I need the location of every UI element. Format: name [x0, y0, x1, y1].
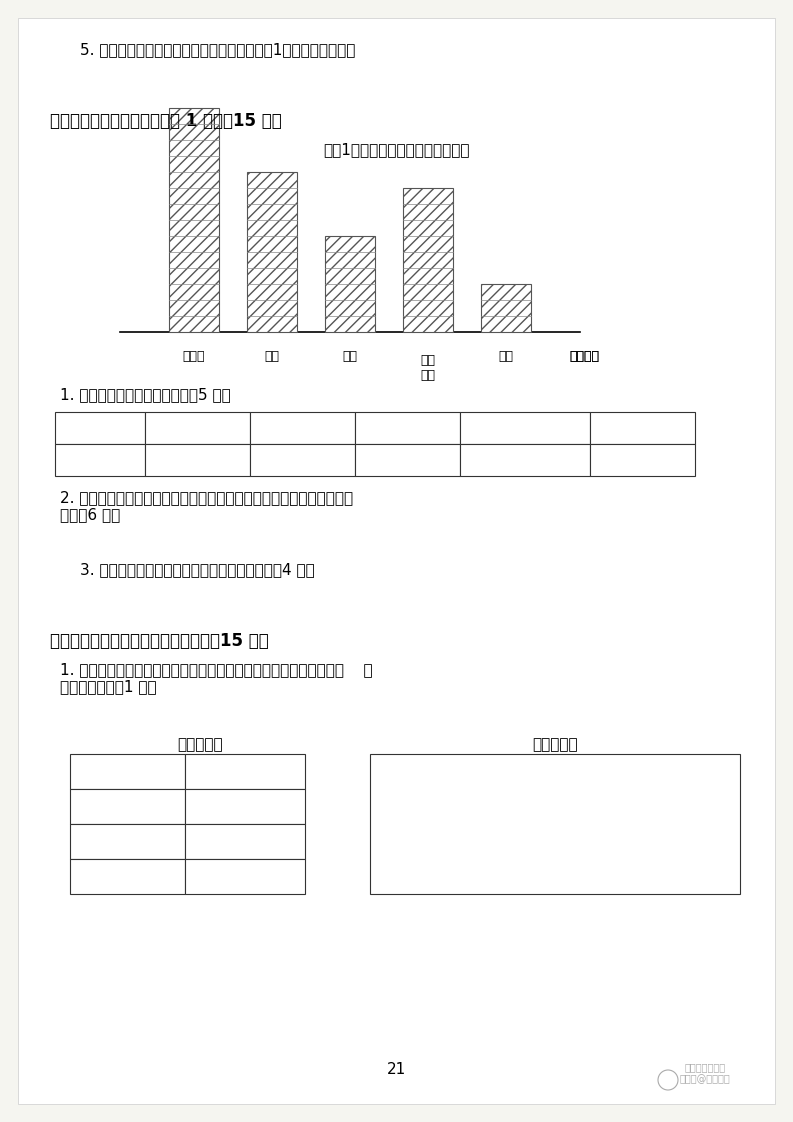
Text: 人数: 人数: [92, 453, 109, 467]
Bar: [185, 754, 305, 789]
Text: 天线
宝宝: 天线 宝宝: [420, 355, 435, 381]
Bar: [247, 172, 297, 332]
Text: Ⅲ Ⅱ: Ⅲ Ⅱ: [235, 764, 255, 779]
Text: 2. 喜欢哪个动画人物的人最多？喜欢哪个动画人物的人最少？相差多少
人？（6 分）: 2. 喜欢哪个动画人物的人最多？喜欢哪个动画人物的人最少？相差多少 人？（6 分…: [60, 490, 353, 523]
Bar: [70, 754, 185, 789]
Bar: [169, 108, 219, 332]
Bar: [403, 188, 453, 332]
Bar: [70, 824, 185, 859]
Bar: [185, 859, 305, 894]
Text: 熊二: 熊二: [294, 421, 311, 435]
Bar: [370, 754, 740, 894]
Bar: [481, 284, 531, 332]
Text: 乐乐的记录: 乐乐的记录: [177, 737, 223, 752]
Bar: [185, 824, 305, 859]
Bar: [55, 444, 145, 476]
Bar: [460, 412, 590, 444]
Bar: [355, 412, 460, 444]
Bar: [145, 444, 250, 476]
Bar: [590, 444, 695, 476]
Text: 3. 你喜欢哪个动画人物？说一说喜欢的原因。（4 分）: 3. 你喜欢哪个动画人物？说一说喜欢的原因。（4 分）: [80, 562, 315, 577]
Bar: [325, 236, 375, 332]
Text: Ⅲ Ⅲ: Ⅲ Ⅲ: [233, 870, 257, 883]
Text: 柯南: 柯南: [499, 350, 514, 364]
Text: 五、看图做一做，每小格代表 1 人。（15 分）: 五、看图做一做，每小格代表 1 人。（15 分）: [50, 112, 282, 130]
Text: 1. 把上面的结果填在下表中。（5 分）: 1. 把上面的结果填在下表中。（5 分）: [60, 387, 231, 402]
Text: 《狮子王》: 《狮子王》: [106, 835, 148, 848]
Text: Ⅲ 一: Ⅲ 一: [234, 835, 256, 848]
Bar: [250, 444, 355, 476]
Bar: [70, 789, 185, 824]
Text: 1. 下面是乐乐和小可调查班上同学想看的电影名称的记录，你喜欢（    ）
的记录方式。（1 分）: 1. 下面是乐乐和小可调查班上同学想看的电影名称的记录，你喜欢（ ） 的记录方式…: [60, 662, 373, 695]
Bar: [185, 789, 305, 824]
Text: 《小马王》: 《小马王》: [106, 800, 148, 813]
Text: 动画人物: 动画人物: [569, 350, 599, 364]
Text: 小可的记录: 小可的记录: [532, 737, 578, 752]
Text: 哪吒: 哪吒: [343, 350, 358, 364]
Bar: [145, 412, 250, 444]
Bar: [55, 412, 145, 444]
Bar: [355, 444, 460, 476]
Text: 动画人物: 动画人物: [569, 350, 599, 364]
Text: 喜羊羊: 喜羊羊: [182, 350, 205, 364]
Text: 5. 如果每人最喜欢看的书只有一种，那么二（1）班共有多少人？: 5. 如果每人最喜欢看的书只有一种，那么二（1）班共有多少人？: [80, 42, 355, 57]
Text: 《疯狂动物城》: 《疯狂动物城》: [98, 870, 157, 883]
Text: 喜羊羊: 喜羊羊: [185, 421, 210, 435]
Bar: [590, 412, 695, 444]
Text: 六、班里准备在活动课上播放电影。（15 分）: 六、班里准备在活动课上播放电影。（15 分）: [50, 632, 269, 650]
Text: Ⅲ Ⅲ Ⅱ: Ⅲ Ⅲ Ⅱ: [228, 800, 262, 813]
Text: 中小学满分学苑
搜狐号@财经漕斗: 中小学满分学苑 搜狐号@财经漕斗: [680, 1063, 731, 1084]
Text: 熊二: 熊二: [265, 350, 279, 364]
Text: 哪吒: 哪吒: [399, 421, 416, 435]
Bar: [70, 859, 185, 894]
Text: 《功夫熊猫》: 《功夫熊猫》: [102, 764, 152, 779]
Text: 动画人物: 动画人物: [83, 421, 117, 435]
Text: 二（1）班同学喜欢的动画人物情况: 二（1）班同学喜欢的动画人物情况: [323, 142, 469, 157]
Text: 天线宝宝: 天线宝宝: [508, 421, 542, 435]
Bar: [460, 444, 590, 476]
Bar: [250, 412, 355, 444]
Text: 21: 21: [386, 1063, 406, 1077]
Text: 柯南: 柯南: [634, 421, 651, 435]
Text: 《疯狂动物城》《小马王》《功夫熊猫》《小马王》《狮子王》
《小马王》《功夫熊猫》《疯狂动物城》《功夫熊猫》《小马王》
《功夫熊猫》《小马王》《疯狂动物城》《小马: 《疯狂动物城》《小马王》《功夫熊猫》《小马王》《狮子王》 《小马王》《功夫熊猫》…: [462, 762, 649, 856]
